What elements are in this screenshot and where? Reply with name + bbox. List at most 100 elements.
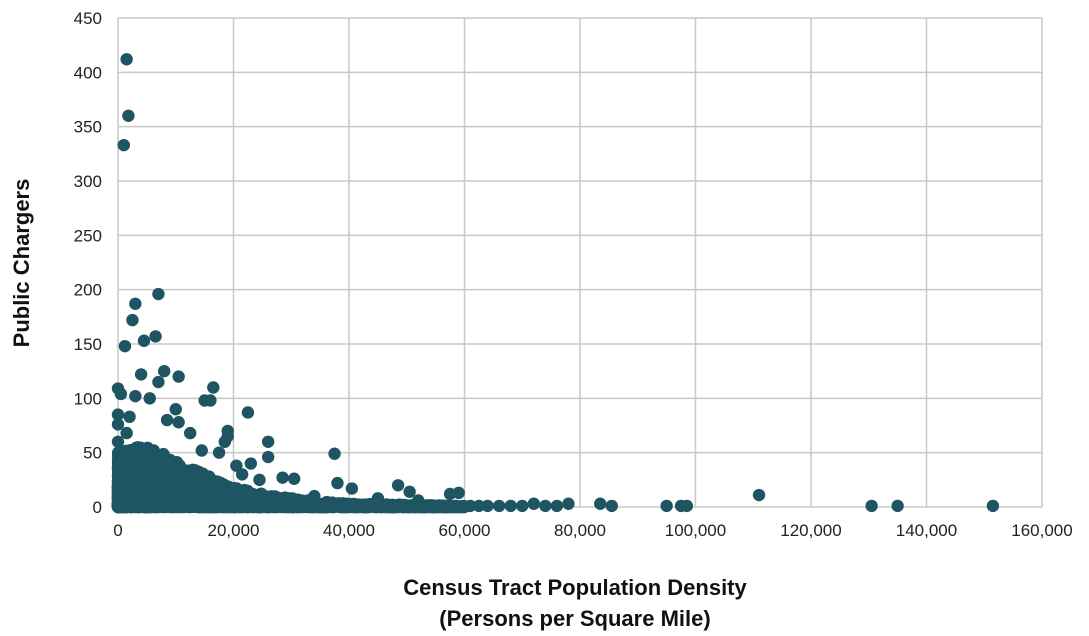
y-tick-label: 150: [74, 335, 102, 354]
data-point: [197, 475, 210, 489]
data-point: [120, 426, 133, 440]
x-tick-label: 160,000: [1011, 521, 1072, 540]
data-point: [175, 473, 188, 487]
data-point: [172, 416, 185, 429]
data-point: [261, 450, 275, 464]
x-tick-label: 120,000: [780, 521, 841, 540]
data-point: [134, 473, 148, 487]
x-tick-label: 40,000: [323, 521, 375, 540]
data-point: [660, 499, 673, 513]
data-point: [527, 497, 540, 510]
data-point: [152, 287, 165, 301]
data-point: [111, 418, 125, 431]
data-point: [594, 497, 607, 510]
data-point: [377, 499, 390, 513]
x-tick-labels: 0 20,000 40,000 60,000 80,000 100,000 120,000 1…: [113, 521, 1072, 540]
data-point: [111, 435, 125, 448]
data-point: [129, 451, 142, 465]
data-point: [605, 499, 618, 513]
data-point: [354, 499, 367, 513]
y-tick-label: 100: [74, 389, 102, 408]
y-tick-label: 250: [74, 226, 102, 245]
data-point: [891, 499, 904, 513]
data-point: [328, 447, 341, 460]
data-point: [158, 364, 171, 378]
data-point: [129, 297, 142, 310]
y-tick-label: 350: [74, 118, 102, 137]
x-axis-title-line-1: Census Tract Population Density: [403, 575, 747, 600]
data-point: [132, 498, 145, 511]
data-point: [183, 426, 197, 440]
data-point: [261, 435, 275, 448]
data-point: [752, 488, 766, 502]
y-tick-label: 50: [83, 444, 102, 463]
data-point: [129, 389, 142, 403]
data-point: [452, 486, 465, 500]
x-axis-title-line-2: (Persons per Square Mile): [439, 606, 710, 631]
data-point: [126, 313, 139, 327]
data-point: [123, 410, 136, 424]
data-point: [163, 468, 177, 481]
data-point: [215, 494, 229, 507]
y-tick-label: 400: [74, 63, 102, 82]
data-point: [198, 492, 211, 505]
data-point: [172, 370, 185, 383]
data-point: [986, 499, 1000, 513]
data-point: [253, 473, 266, 487]
data-point: [152, 462, 165, 476]
data-point: [276, 471, 289, 484]
data-point: [186, 479, 200, 492]
data-point: [387, 500, 400, 514]
data-point: [492, 499, 506, 513]
data-point: [111, 408, 125, 421]
data-point: [423, 499, 437, 513]
y-tick-label: 450: [74, 9, 102, 28]
data-point: [160, 413, 174, 427]
y-tick-label: 200: [74, 281, 102, 300]
data-point: [337, 499, 350, 513]
x-tick-label: 140,000: [896, 521, 957, 540]
data-point: [331, 476, 344, 490]
data-point: [680, 499, 694, 513]
data-point: [195, 444, 208, 457]
data-point: [120, 53, 133, 66]
data-point: [345, 482, 359, 495]
data-points: [111, 53, 1000, 514]
data-point: [539, 499, 552, 513]
data-point: [400, 499, 413, 513]
y-tick-label: 300: [74, 172, 102, 191]
data-point: [207, 474, 221, 488]
x-tick-label: 20,000: [208, 521, 260, 540]
data-point: [229, 485, 242, 499]
data-point: [111, 453, 125, 466]
data-point: [118, 339, 132, 353]
data-point: [123, 468, 136, 481]
data-point: [391, 479, 405, 492]
data-point: [146, 479, 159, 492]
data-point: [233, 495, 246, 508]
data-point: [149, 330, 162, 343]
data-point: [111, 496, 125, 509]
y-axis-title: Public Chargers: [9, 179, 34, 348]
gridlines: [117, 17, 1043, 508]
data-point: [287, 472, 301, 485]
x-tick-label: 60,000: [439, 521, 491, 540]
y-tick-label: 0: [93, 498, 102, 517]
data-point: [285, 497, 298, 510]
data-point: [267, 497, 281, 510]
data-point: [472, 499, 486, 513]
data-point: [158, 484, 171, 497]
data-point: [212, 446, 226, 459]
data-point: [221, 430, 234, 443]
data-point: [169, 487, 182, 501]
data-point: [111, 470, 125, 483]
data-point: [152, 453, 165, 466]
data-point: [123, 498, 136, 512]
data-point: [235, 468, 249, 481]
data-point: [192, 466, 206, 479]
data-point: [169, 403, 182, 416]
data-point: [140, 457, 154, 470]
data-point: [241, 406, 255, 419]
data-point: [181, 489, 194, 503]
